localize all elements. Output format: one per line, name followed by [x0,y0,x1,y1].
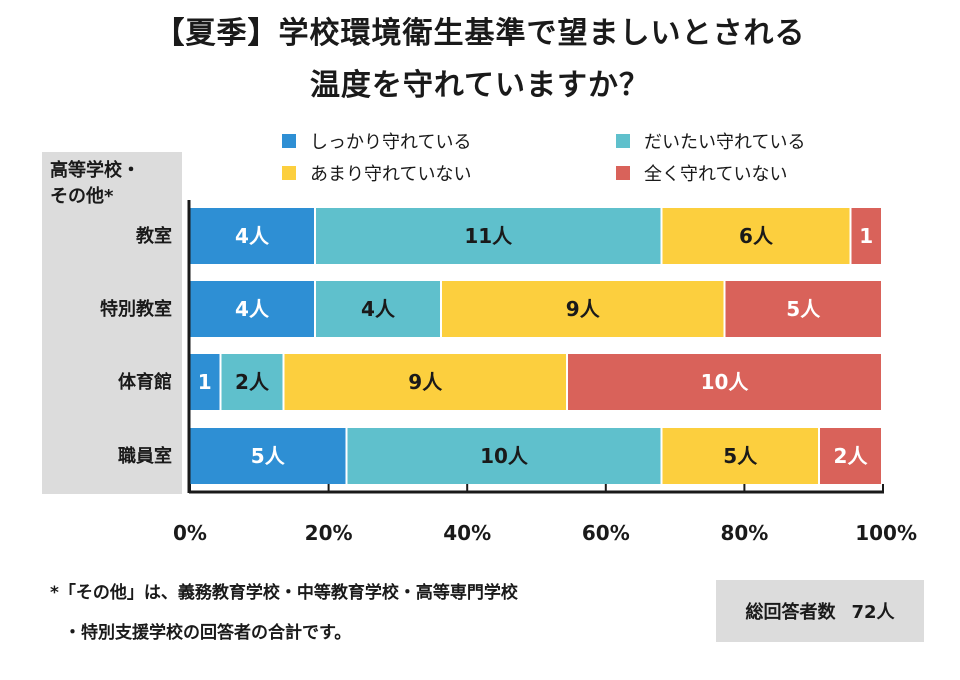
bar-label-1-0: 4人 [235,297,270,321]
legend-item-1: だいたい守れている [616,128,805,154]
bar-segment-3-0 [190,428,346,484]
bar-segment-1-2 [442,281,724,337]
legend-item-3: 全く守れていない [616,160,787,186]
bar-segment-2-3 [568,354,881,410]
legend-label-1: だいたい守れている [644,132,806,153]
category-label-0: 教室 [136,225,172,247]
bar-label-3-2: 5人 [723,444,758,468]
total-respondents-label: 総回答者数 [745,602,836,623]
chart-title-line1: 【夏季】学校環境衛生基準で望ましいとされる [154,16,806,51]
bar-label-2-3: 10人 [701,370,750,394]
bar-segment-3-3 [820,428,881,484]
category-label-1: 特別教室 [100,298,172,320]
bar-label-0-0: 4人 [235,224,270,248]
x-tick-label-4: 80% [720,521,768,545]
legend-label-2: あまり守れていない [310,164,472,185]
bar-label-0-3: 1 [859,224,873,248]
x-tick-label-5: 100% [855,521,917,545]
bar-segment-1-3 [725,281,881,337]
bar-label-2-0: 1 [198,370,212,394]
bar-label-1-1: 4人 [361,297,396,321]
bar-label-2-1: 2人 [235,370,270,394]
bar-label-3-1: 10人 [480,444,529,468]
bar-label-0-1: 11人 [464,224,513,248]
x-tick-label-0: 0% [173,521,207,545]
bar-segment-3-2 [662,428,818,484]
category-label-2: 体育館 [118,371,172,393]
legend-label-3: 全く守れていない [644,164,788,185]
bar-segment-2-0 [190,354,220,410]
bar-segment-1-1 [316,281,440,337]
bar-label-2-2: 9人 [408,370,443,394]
footnote-line1: *「その他」は、義務教育学校・中等教育学校・高等専門学校 [50,583,518,603]
bar-segment-1-0 [190,281,314,337]
category-label-3: 職員室 [118,445,172,467]
legend-swatch-3 [616,166,630,180]
bar-segment-2-1 [221,354,283,410]
legend-swatch-0 [282,134,296,148]
group-label: 高等学校・ その他* [50,160,140,207]
x-tick-label-3: 60% [582,521,630,545]
category-label-panel [42,152,182,494]
bar-segment-0-0 [190,208,314,264]
legend-swatch-2 [282,166,296,180]
bar-label-0-2: 6人 [739,224,774,248]
total-respondents-value: 72人 [851,602,895,623]
legend-item-2: あまり守れていない [282,160,471,186]
bar-label-1-2: 9人 [566,297,601,321]
bar-segment-0-1 [316,208,661,264]
bar-label-3-0: 5人 [251,444,286,468]
bar-segment-0-3 [851,208,881,264]
bar-segment-0-2 [662,208,850,264]
bar-segment-3-1 [347,428,661,484]
legend-item-0: しっかり守れている [282,128,471,154]
x-tick-label-1: 20% [305,521,353,545]
bar-label-1-3: 5人 [786,297,821,321]
legend-swatch-1 [616,134,630,148]
chart-title-line2: 温度を守れていますか？ [309,68,651,103]
footnote-line2: ・特別支援学校の回答者の合計です。 [64,623,352,643]
x-tick-label-2: 40% [443,521,491,545]
bar-label-3-3: 2人 [834,444,869,468]
legend-label-0: しっかり守れている [310,132,472,153]
total-respondents-box: 総回答者数 72人 [716,580,924,642]
bar-segment-2-2 [284,354,566,410]
